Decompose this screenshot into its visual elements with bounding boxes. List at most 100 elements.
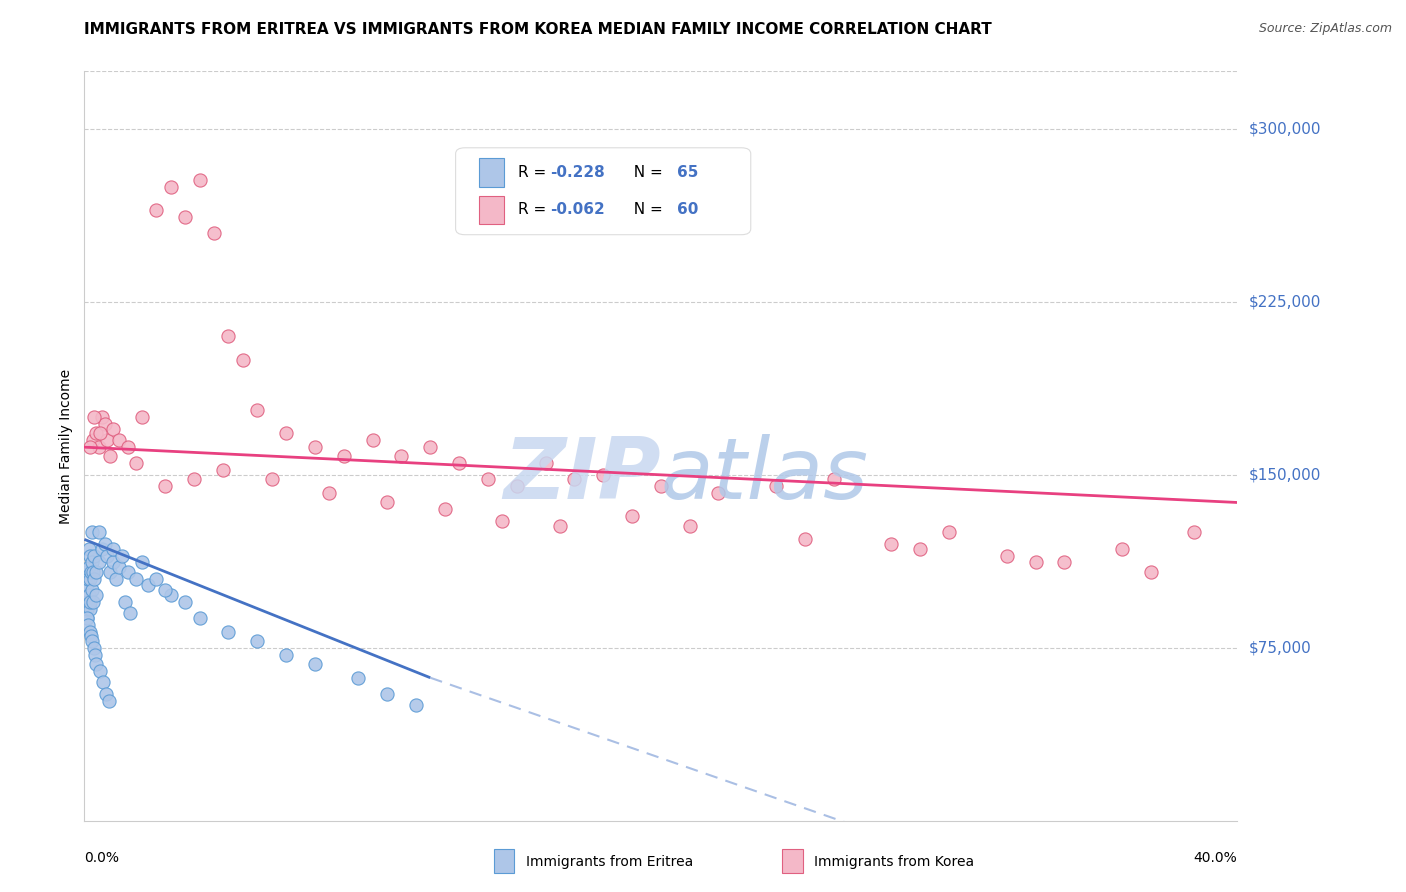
Point bbox=[84, 565, 107, 579]
Point bbox=[111, 549, 134, 563]
Point bbox=[90, 541, 112, 556]
Text: 0.0%: 0.0% bbox=[84, 851, 120, 864]
Point bbox=[491, 514, 513, 528]
Point bbox=[880, 537, 903, 551]
Point bbox=[217, 624, 239, 639]
Point bbox=[938, 525, 960, 540]
Point bbox=[117, 565, 139, 579]
Text: $225,000: $225,000 bbox=[1249, 294, 1320, 310]
Point bbox=[765, 479, 787, 493]
Point bbox=[304, 657, 326, 671]
Point bbox=[94, 687, 117, 701]
Point bbox=[76, 611, 98, 625]
Point bbox=[375, 687, 398, 701]
Point bbox=[1139, 565, 1161, 579]
Point bbox=[82, 434, 104, 448]
Point bbox=[87, 525, 110, 540]
Point bbox=[82, 583, 104, 598]
Point bbox=[76, 578, 98, 592]
Point bbox=[160, 179, 183, 194]
Point bbox=[389, 450, 413, 464]
Point bbox=[120, 606, 142, 620]
Point bbox=[304, 440, 326, 454]
Text: Immigrants from Eritrea: Immigrants from Eritrea bbox=[526, 855, 693, 869]
Point bbox=[1111, 541, 1133, 556]
Point bbox=[592, 467, 614, 482]
Point bbox=[84, 648, 107, 662]
Point bbox=[93, 417, 115, 431]
Point bbox=[80, 556, 103, 570]
Point bbox=[82, 565, 104, 579]
Point bbox=[1024, 556, 1046, 570]
Point bbox=[82, 633, 104, 648]
Point bbox=[79, 440, 101, 454]
Point bbox=[211, 463, 233, 477]
Point bbox=[145, 572, 167, 586]
Point bbox=[83, 640, 105, 655]
Text: 60: 60 bbox=[676, 202, 699, 218]
Point bbox=[260, 472, 283, 486]
FancyBboxPatch shape bbox=[494, 849, 515, 873]
Text: -0.062: -0.062 bbox=[550, 202, 605, 218]
Point bbox=[246, 633, 269, 648]
Point bbox=[103, 556, 124, 570]
Text: ZIP: ZIP bbox=[503, 434, 661, 517]
Point bbox=[75, 583, 97, 598]
Point bbox=[217, 329, 239, 343]
Point bbox=[84, 426, 107, 441]
Point bbox=[823, 472, 845, 486]
Point bbox=[153, 583, 176, 598]
Point bbox=[793, 533, 815, 547]
Point bbox=[87, 556, 110, 570]
Point bbox=[83, 410, 105, 425]
Point bbox=[108, 560, 131, 574]
Text: IMMIGRANTS FROM ERITREA VS IMMIGRANTS FROM KOREA MEDIAN FAMILY INCOME CORRELATIO: IMMIGRANTS FROM ERITREA VS IMMIGRANTS FR… bbox=[84, 22, 993, 37]
Point bbox=[91, 675, 114, 690]
Point bbox=[89, 426, 111, 441]
Point bbox=[80, 629, 103, 643]
Point bbox=[136, 578, 159, 592]
Text: N =: N = bbox=[624, 165, 668, 180]
Point bbox=[908, 541, 931, 556]
Point bbox=[90, 410, 112, 425]
Point bbox=[76, 594, 98, 608]
Point bbox=[77, 541, 100, 556]
Point bbox=[183, 472, 205, 486]
Text: $150,000: $150,000 bbox=[1249, 467, 1320, 483]
FancyBboxPatch shape bbox=[478, 158, 503, 186]
Point bbox=[98, 565, 121, 579]
Text: R =: R = bbox=[517, 202, 551, 218]
Point bbox=[82, 594, 104, 608]
FancyBboxPatch shape bbox=[456, 148, 751, 235]
Point bbox=[174, 210, 197, 224]
Point bbox=[93, 537, 115, 551]
Point bbox=[160, 588, 183, 602]
Point bbox=[1053, 556, 1076, 570]
Y-axis label: Median Family Income: Median Family Income bbox=[59, 368, 73, 524]
Point bbox=[80, 525, 103, 540]
Point bbox=[232, 352, 254, 367]
Text: -0.228: -0.228 bbox=[550, 165, 605, 180]
Text: 65: 65 bbox=[676, 165, 699, 180]
Point bbox=[131, 556, 153, 570]
Point bbox=[347, 671, 370, 685]
Text: $300,000: $300,000 bbox=[1249, 121, 1320, 136]
Point bbox=[145, 202, 167, 217]
Point bbox=[447, 456, 470, 470]
Point bbox=[477, 472, 499, 486]
Point bbox=[562, 472, 585, 486]
Point bbox=[174, 594, 197, 608]
Point bbox=[79, 594, 101, 608]
Point bbox=[678, 518, 700, 533]
Point bbox=[77, 588, 100, 602]
Point bbox=[79, 624, 101, 639]
Point bbox=[332, 450, 354, 464]
Point bbox=[125, 456, 148, 470]
Point bbox=[84, 588, 107, 602]
Point bbox=[103, 541, 124, 556]
Point bbox=[153, 479, 176, 493]
Text: $75,000: $75,000 bbox=[1249, 640, 1312, 656]
Point bbox=[405, 698, 427, 713]
Text: Source: ZipAtlas.com: Source: ZipAtlas.com bbox=[1258, 22, 1392, 36]
Point bbox=[76, 617, 98, 632]
